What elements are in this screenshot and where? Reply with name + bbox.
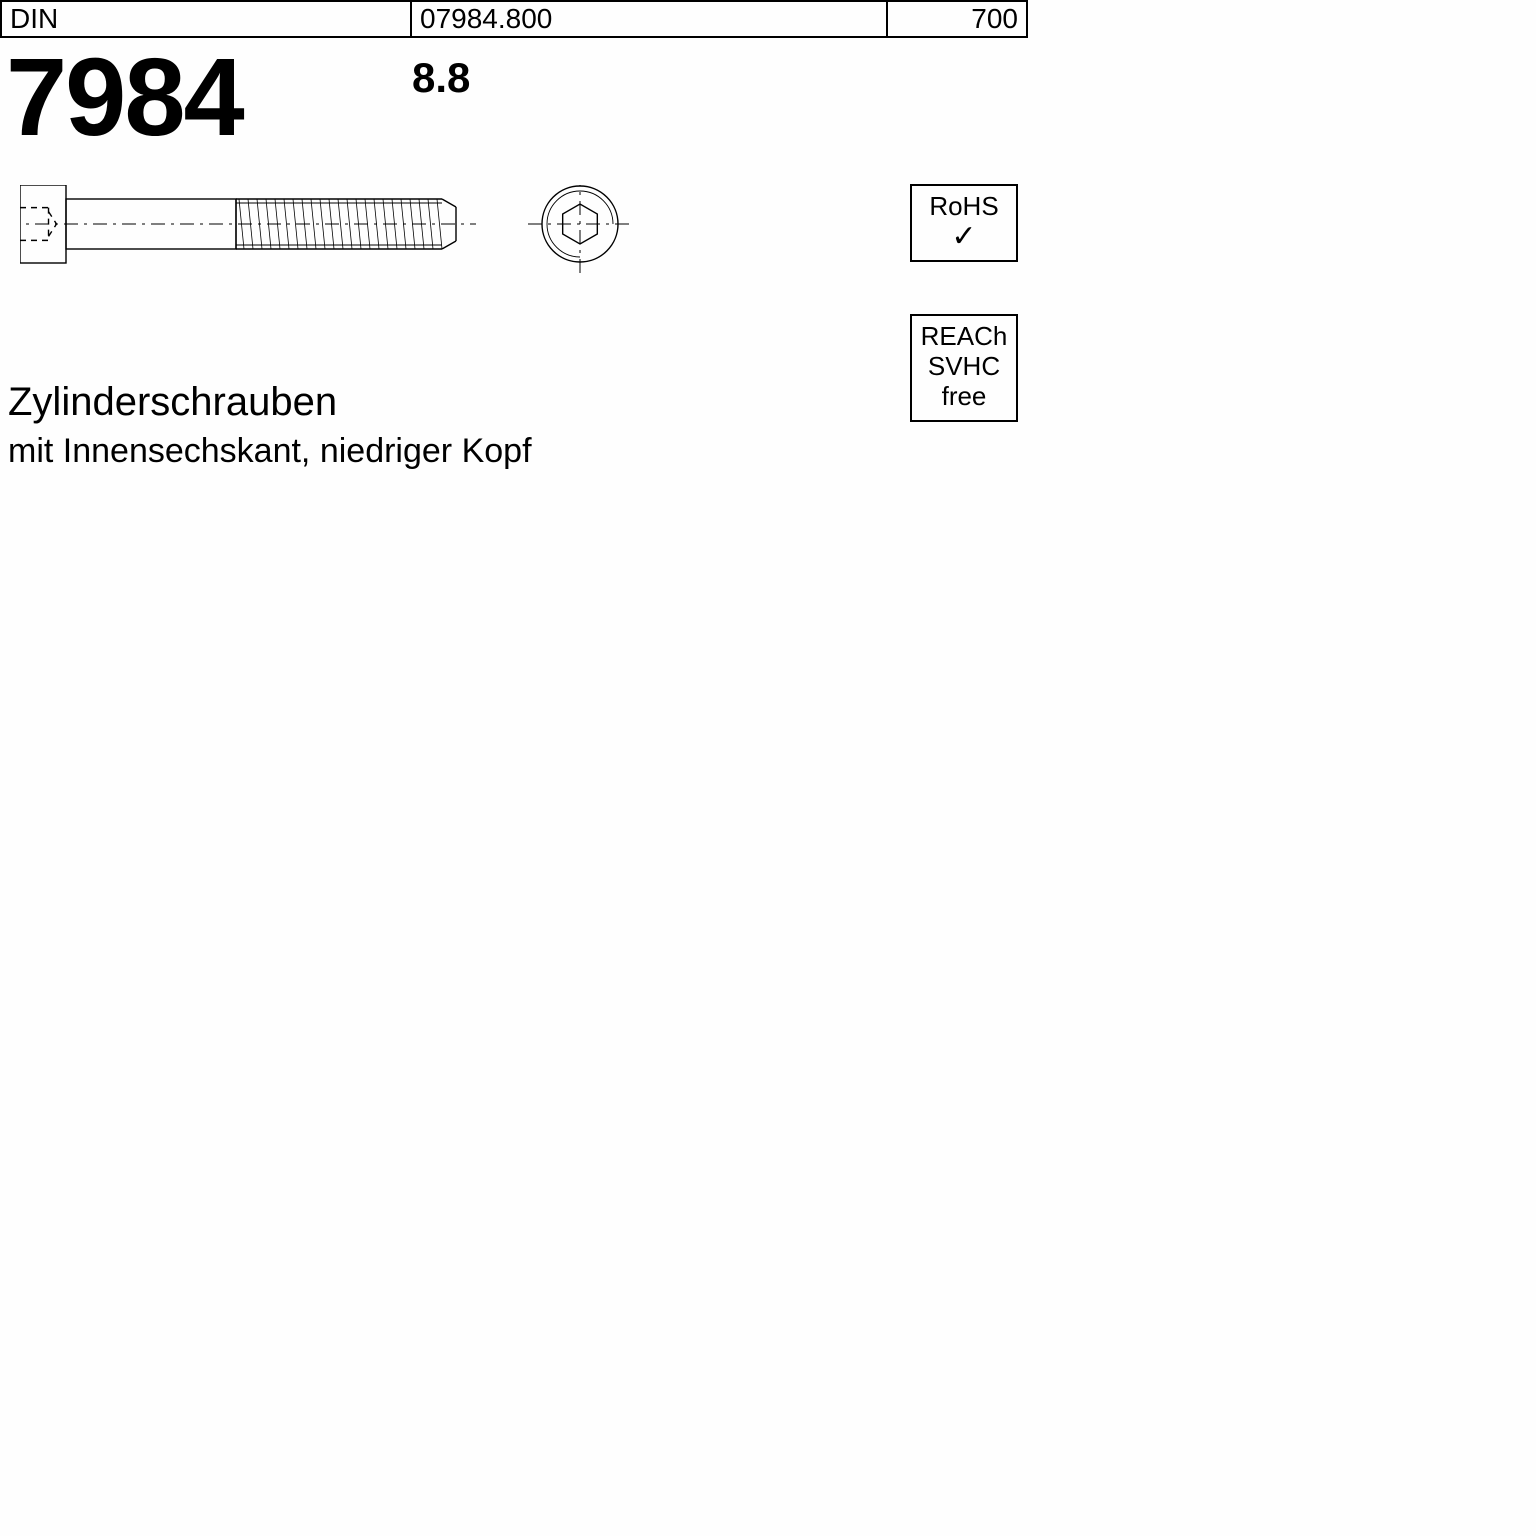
reach-line1: REACh xyxy=(912,322,1016,352)
header-row: DIN 07984.800 700 xyxy=(0,0,1028,38)
standard-number: 7984 xyxy=(6,34,243,161)
product-subtitle: mit Innensechskant, niedriger Kopf xyxy=(8,432,532,471)
check-icon: ✓ xyxy=(912,222,1016,252)
rohs-badge: RoHS ✓ xyxy=(910,184,1018,262)
product-title: Zylinderschrauben xyxy=(8,380,337,425)
header-code: 07984.800 xyxy=(412,2,888,36)
reach-line3: free xyxy=(912,382,1016,412)
datasheet-card: DIN 07984.800 700 7984 8.8 Zylinderschra… xyxy=(0,0,1028,515)
reach-badge: REACh SVHC free xyxy=(910,314,1018,422)
rohs-label: RoHS xyxy=(912,192,1016,222)
technical-drawing xyxy=(20,185,660,275)
strength-grade: 8.8 xyxy=(412,54,470,102)
header-standard: DIN xyxy=(2,2,412,36)
header-right: 700 xyxy=(888,2,1026,36)
reach-line2: SVHC xyxy=(912,352,1016,382)
